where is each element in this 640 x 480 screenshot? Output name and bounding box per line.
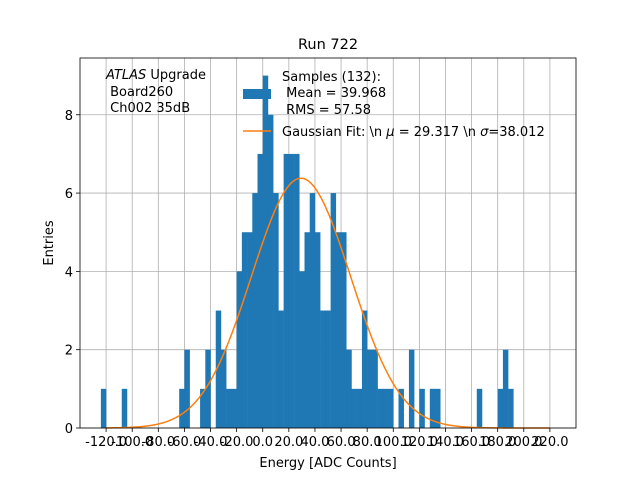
histogram-bar: [205, 349, 211, 428]
x-tick-label: -20.0: [220, 435, 254, 450]
x-tick-label: -80.0: [141, 435, 175, 450]
histogram-bar: [121, 388, 128, 428]
annotation-atlas-italic: ATLAS: [105, 68, 146, 83]
histogram-bar: [361, 310, 368, 428]
histogram-bar: [273, 193, 279, 428]
histogram-bar: [278, 310, 284, 428]
x-axis-label: Energy [ADC Counts]: [259, 456, 396, 471]
histogram-bar: [497, 388, 504, 428]
annotation-line-1: ATLAS Upgrade: [105, 68, 206, 83]
histogram-bar: [288, 153, 295, 429]
histogram-bar: [252, 193, 258, 428]
histogram-bar: [314, 232, 321, 428]
histogram-bar: [502, 349, 509, 428]
annotation-line-3: Ch002 35dB: [106, 101, 190, 116]
histogram-bar: [226, 388, 232, 428]
histogram-bar: [508, 388, 514, 428]
histogram-bar: [435, 388, 441, 428]
histogram-bar: [476, 388, 483, 428]
histogram-bar: [257, 153, 263, 429]
legend-fit-text-a: Gaussian Fit: \n: [282, 125, 386, 140]
histogram-bar: [231, 388, 237, 428]
histogram-bar: [262, 75, 269, 428]
y-tick-label: 6: [65, 187, 73, 202]
histogram-bar: [408, 349, 415, 428]
histogram-bar: [388, 388, 394, 428]
histogram-bar: [335, 232, 342, 428]
histogram-bar: [220, 349, 227, 428]
histogram-bar: [372, 349, 378, 428]
histogram-bar: [309, 193, 316, 428]
histogram-bar: [419, 388, 425, 428]
histogram-bar: [184, 349, 190, 428]
x-tick-label: 0.0: [252, 435, 273, 450]
histogram-bar: [346, 349, 352, 428]
legend-hist-line-1: Samples (132):: [282, 70, 381, 85]
histogram-bar: [247, 232, 253, 428]
x-axis-ticks: -120.0-100.0-80.0-60.0-40.0-20.00.0 20.04…: [85, 428, 569, 450]
legend-hist-swatch: [243, 89, 271, 99]
histogram-bar: [429, 388, 436, 428]
plot-area-frame: [79, 57, 577, 429]
y-axis-ticks: 0 2 4 6 8: [65, 109, 80, 437]
x-tick-label: 220.0: [531, 435, 568, 450]
histogram-bar: [325, 310, 331, 428]
histogram-bar: [367, 349, 373, 428]
histogram-bar: [299, 271, 305, 428]
annotation-line-2: Board260: [106, 85, 173, 100]
x-tick-label: 120.0: [401, 435, 438, 450]
histogram-bar: [267, 114, 274, 428]
x-tick-label: -100.0: [111, 435, 153, 450]
histogram-bars: [100, 75, 514, 429]
histogram-bar: [320, 310, 326, 428]
x-tick-label: 160.0: [453, 435, 490, 450]
histogram-bar: [294, 153, 300, 429]
histogram-bar: [304, 232, 310, 428]
histogram-bar: [215, 310, 222, 428]
x-tick-label: 180.0: [479, 435, 516, 450]
histogram-bar: [382, 388, 389, 428]
legend-fit-text-b: = 29.317 \n: [395, 125, 481, 140]
x-tick-label: 140.0: [427, 435, 464, 450]
x-tick-label: 80.0: [353, 435, 382, 450]
atlas-annotation: ATLAS Upgrade Board260 Ch002 35dB: [105, 68, 206, 116]
legend-fit-text-c: =38.012: [488, 125, 544, 140]
legend-hist-line-3: RMS = 57.58: [282, 103, 371, 118]
legend-hist-line-2: Mean = 39.968: [282, 86, 386, 101]
x-tick-label: 200.0: [505, 435, 542, 450]
histogram-bar: [236, 271, 243, 428]
legend: Samples (132): Mean = 39.968 RMS = 57.58…: [243, 70, 545, 140]
y-tick-label: 8: [65, 109, 73, 124]
y-axis-label: Entries: [42, 220, 57, 266]
gaussian-fit-curve: [106, 177, 550, 429]
x-tick-label: -60.0: [168, 435, 202, 450]
histogram-bar: [356, 388, 363, 428]
legend-fit-mu: μ: [385, 125, 394, 140]
histogram-bar: [241, 232, 248, 428]
histogram-bar: [179, 388, 185, 428]
annotation-upgrade: Upgrade: [146, 68, 206, 83]
y-tick-label: 2: [65, 344, 73, 359]
legend-fit-sigma: σ: [480, 125, 489, 140]
histogram-bar: [341, 232, 347, 428]
legend-fit-label: Gaussian Fit: \n μ = 29.317 \n σ=38.012: [282, 125, 545, 140]
chart-title: Run 722: [298, 37, 358, 53]
y-tick-label: 4: [65, 265, 73, 280]
x-tick-label: 20.0: [274, 435, 303, 450]
y-tick-label: 0: [65, 422, 73, 437]
histogram-bar: [200, 388, 206, 428]
histogram-bar: [100, 388, 107, 428]
histogram-bar: [330, 193, 337, 428]
histogram-bar: [351, 388, 357, 428]
x-tick-label: 60.0: [327, 435, 356, 450]
x-tick-label: -40.0: [194, 435, 228, 450]
x-tick-label: 40.0: [300, 435, 329, 450]
x-tick-label: 100.0: [375, 435, 412, 450]
histogram-bar: [283, 153, 290, 429]
histogram-bar: [377, 388, 384, 428]
histogram-bar: [398, 388, 404, 428]
x-tick-label: -120.0: [85, 435, 127, 450]
